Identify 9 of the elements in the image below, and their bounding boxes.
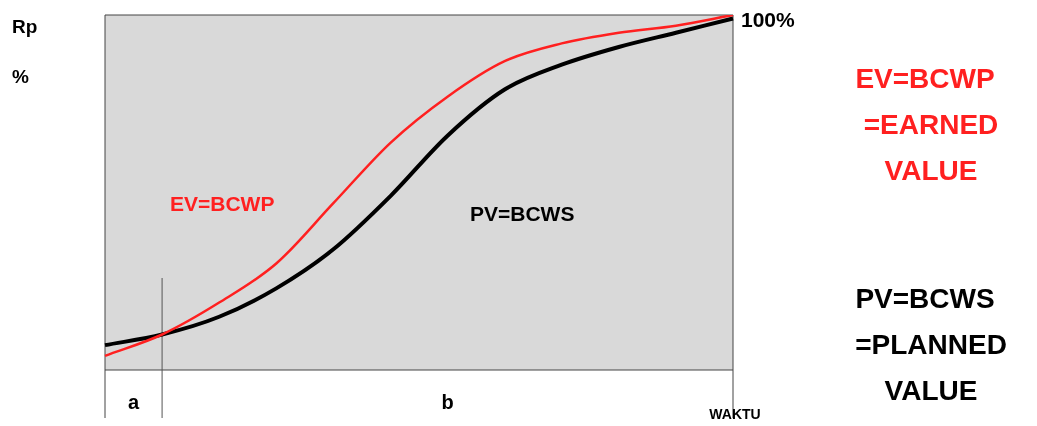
text: PV=BCWS xyxy=(470,201,575,225)
text: EV=BCWP =EARNED VALUE xyxy=(855,62,999,186)
text: 100% xyxy=(741,7,796,31)
text: b xyxy=(441,390,454,413)
x-axis-title: WAKTU xyxy=(709,405,761,422)
text: a xyxy=(127,390,140,413)
text: PV=BCWS =PLANNED VALUE xyxy=(855,282,1007,406)
series-label: EV=BCWP xyxy=(170,191,275,215)
text: Rp % xyxy=(12,16,38,88)
